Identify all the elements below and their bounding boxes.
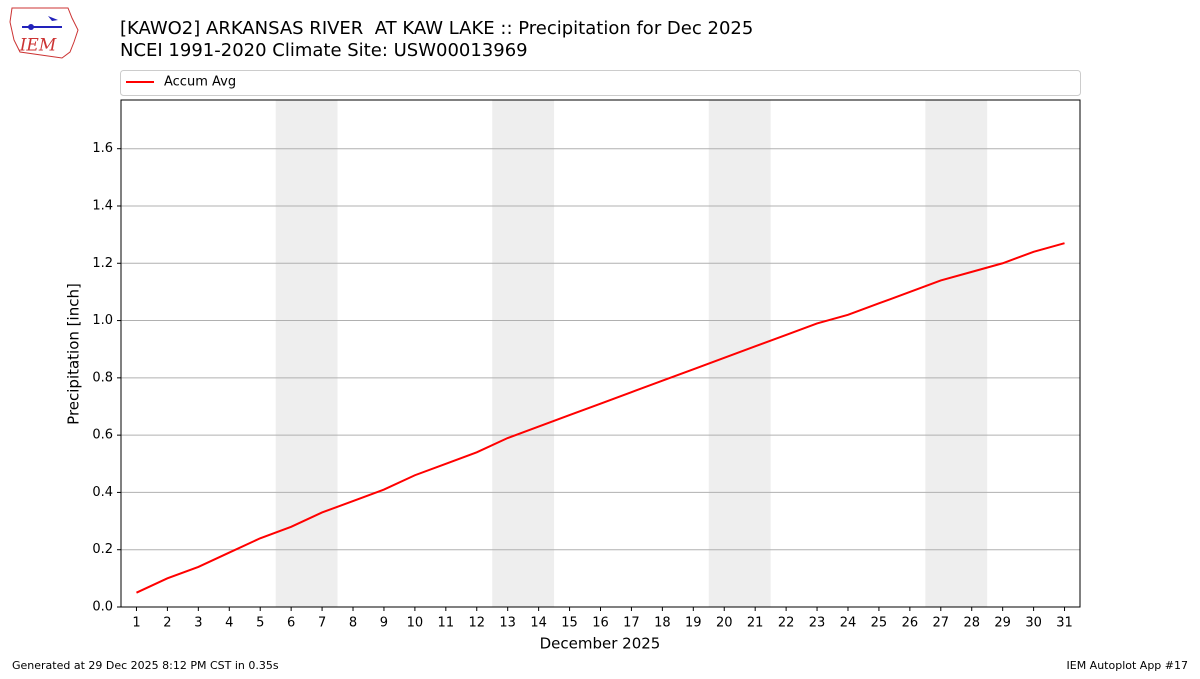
y-tick-label: 0.0	[92, 600, 113, 615]
x-tick-label: 26	[902, 616, 919, 631]
x-tick-label: 11	[438, 616, 455, 631]
x-tick-label: 29	[994, 616, 1011, 631]
footer-left: Generated at 29 Dec 2025 8:12 PM CST in …	[12, 659, 279, 672]
x-tick-label: 14	[530, 616, 547, 631]
y-tick-label: 1.0	[92, 313, 113, 328]
x-tick-label: 13	[499, 616, 516, 631]
x-tick-label: 24	[840, 616, 857, 631]
x-tick-label: 4	[225, 616, 233, 631]
x-tick-label: 6	[287, 616, 295, 631]
chart-subtitle: NCEI 1991-2020 Climate Site: USW00013969	[120, 40, 528, 61]
weekend-shade	[708, 100, 771, 607]
x-tick-label: 28	[963, 616, 980, 631]
x-tick-label: 1	[132, 616, 140, 631]
x-tick-label: 19	[685, 616, 702, 631]
x-tick-label: 12	[468, 616, 485, 631]
y-tick-label: 0.2	[92, 542, 113, 557]
x-tick-label: 8	[349, 616, 357, 631]
legend-box	[120, 70, 1081, 96]
y-tick-label: 1.4	[92, 198, 113, 213]
weekend-shade	[275, 100, 338, 607]
weekend-shade	[492, 100, 555, 607]
x-tick-label: 22	[778, 616, 795, 631]
x-tick-label: 5	[256, 616, 264, 631]
x-tick-label: 31	[1056, 616, 1073, 631]
x-tick-label: 15	[561, 616, 578, 631]
y-axis-label: Precipitation [inch]	[65, 283, 83, 425]
y-tick-label: 0.8	[92, 370, 113, 385]
x-tick-label: 21	[747, 616, 764, 631]
x-tick-label: 17	[623, 616, 640, 631]
x-tick-label: 30	[1025, 616, 1042, 631]
y-tick-label: 0.6	[92, 428, 113, 443]
x-tick-label: 16	[592, 616, 609, 631]
plot-frame	[120, 99, 1081, 608]
x-tick-label: 27	[933, 616, 950, 631]
x-tick-label: 9	[380, 616, 388, 631]
x-tick-label: 10	[407, 616, 424, 631]
x-tick-label: 18	[654, 616, 671, 631]
x-tick-label: 20	[716, 616, 733, 631]
legend-label: Accum Avg	[164, 75, 236, 90]
x-tick-label: 3	[194, 616, 202, 631]
weekend-shade	[925, 100, 988, 607]
logo-text: IEM	[19, 36, 57, 56]
x-axis-label: December 2025	[540, 635, 661, 653]
chart-title: [KAWO2] ARKANSAS RIVER AT KAW LAKE :: Pr…	[120, 18, 753, 39]
footer-right: IEM Autoplot App #17	[1067, 659, 1189, 672]
x-tick-label: 7	[318, 616, 326, 631]
y-tick-label: 0.4	[92, 485, 113, 500]
x-tick-label: 2	[163, 616, 171, 631]
series-line	[136, 242, 1065, 594]
y-tick-label: 1.6	[92, 141, 113, 156]
y-tick-label: 1.2	[92, 256, 113, 271]
x-tick-label: 23	[809, 616, 826, 631]
logo: IEM	[9, 7, 79, 59]
x-tick-label: 25	[871, 616, 888, 631]
